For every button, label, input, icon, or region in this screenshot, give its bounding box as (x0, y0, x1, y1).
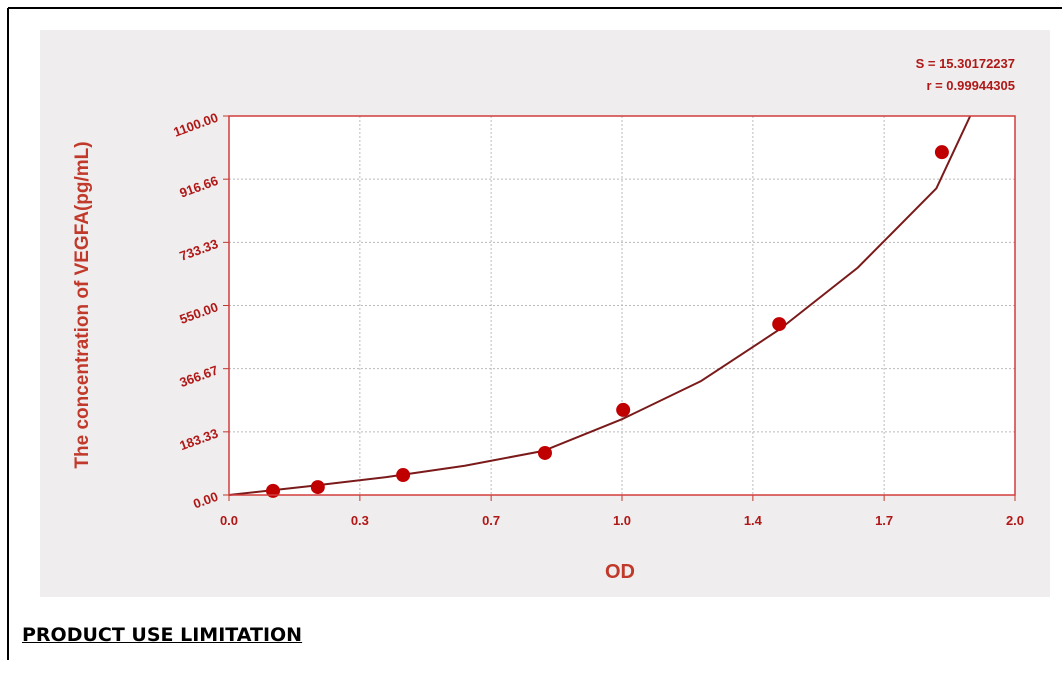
x-tick-label: 1.4 (744, 513, 763, 528)
fit-curve (228, 115, 972, 496)
annotation: r = 0.99944305 (926, 78, 1015, 93)
data-point (396, 468, 411, 483)
data-point (616, 402, 631, 417)
x-tick-label: 0.3 (351, 513, 369, 528)
plot-border (228, 115, 1016, 496)
y-axis-title: The concentration of VEGFA(pg/mL) (72, 141, 93, 468)
data-point (772, 317, 787, 332)
x-tick-label: 0.0 (220, 513, 238, 528)
x-tick-label: 1.0 (613, 513, 631, 528)
data-point (310, 480, 325, 495)
x-axis-title: OD (605, 561, 635, 583)
x-tick-label: 2.0 (1006, 513, 1024, 528)
x-tick-label: 0.7 (482, 513, 500, 528)
data-point (537, 445, 552, 460)
section-heading: PRODUCT USE LIMITATION (22, 624, 303, 646)
data-point (934, 145, 949, 160)
x-tick-label: 1.7 (875, 513, 893, 528)
data-point (266, 483, 281, 498)
annotation: S = 15.30172237 (916, 56, 1015, 71)
